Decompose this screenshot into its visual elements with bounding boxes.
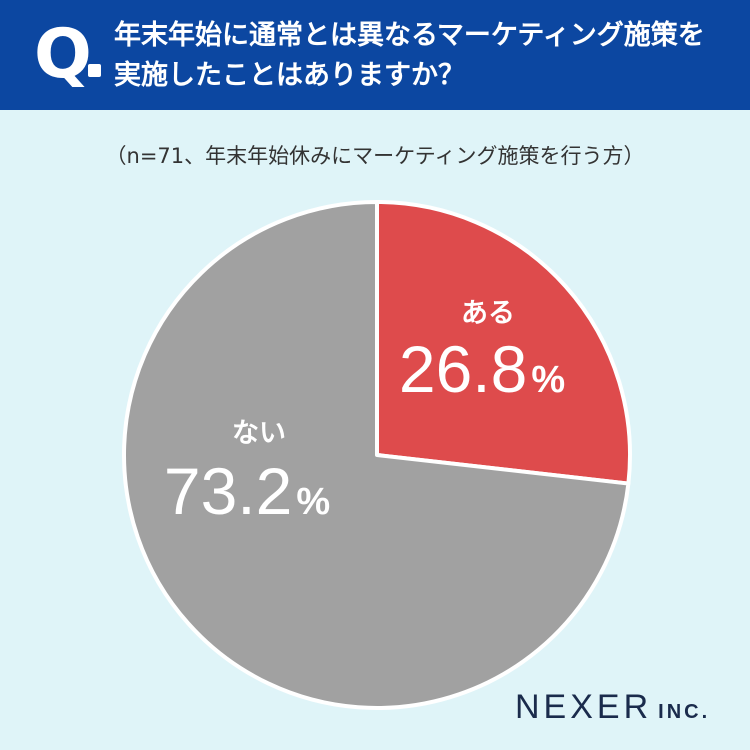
logo-name: NEXER: [515, 688, 653, 726]
question-header: Q 年末年始に通常とは異なるマーケティング施策を 実施したことはありますか？: [0, 0, 750, 110]
question-text: 年末年始に通常とは異なるマーケティング施策を 実施したことはありますか？: [114, 16, 734, 96]
pie-slice-no: [122, 200, 631, 710]
slice-value-no: 73.2%: [164, 454, 330, 528]
slice-label-yes: ある: [461, 298, 515, 329]
slice-value-yes: 26.8%: [399, 332, 565, 406]
slice-label-no: ない: [232, 418, 286, 449]
question-marker-dot: [88, 64, 101, 77]
question-marker: Q: [34, 15, 92, 94]
question-line-1: 年末年始に通常とは異なるマーケティング施策を: [114, 20, 705, 51]
sample-note: （n=71、年末年始休みにマーケティング施策を行う方）: [105, 144, 645, 168]
logo-suffix: INC.: [658, 701, 711, 723]
pie-slice-yes: [375, 200, 632, 486]
nexer-logo: NEXER INC.: [515, 688, 710, 727]
question-line-2: 実施したことはありますか？: [114, 60, 465, 91]
